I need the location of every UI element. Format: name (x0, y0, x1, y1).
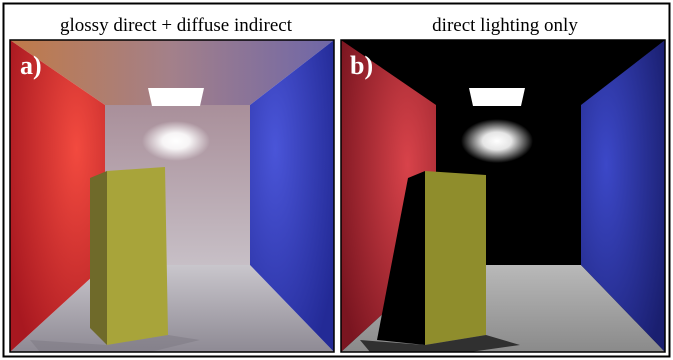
panel-label: b) (350, 51, 373, 80)
caption: direct lighting only (432, 15, 578, 36)
render-b (341, 40, 665, 352)
figure: glossy direct + diffuse indirect direct … (0, 0, 673, 360)
panel-label: a) (20, 51, 42, 80)
render-a (10, 40, 334, 352)
caption: glossy direct + diffuse indirect (60, 15, 293, 36)
